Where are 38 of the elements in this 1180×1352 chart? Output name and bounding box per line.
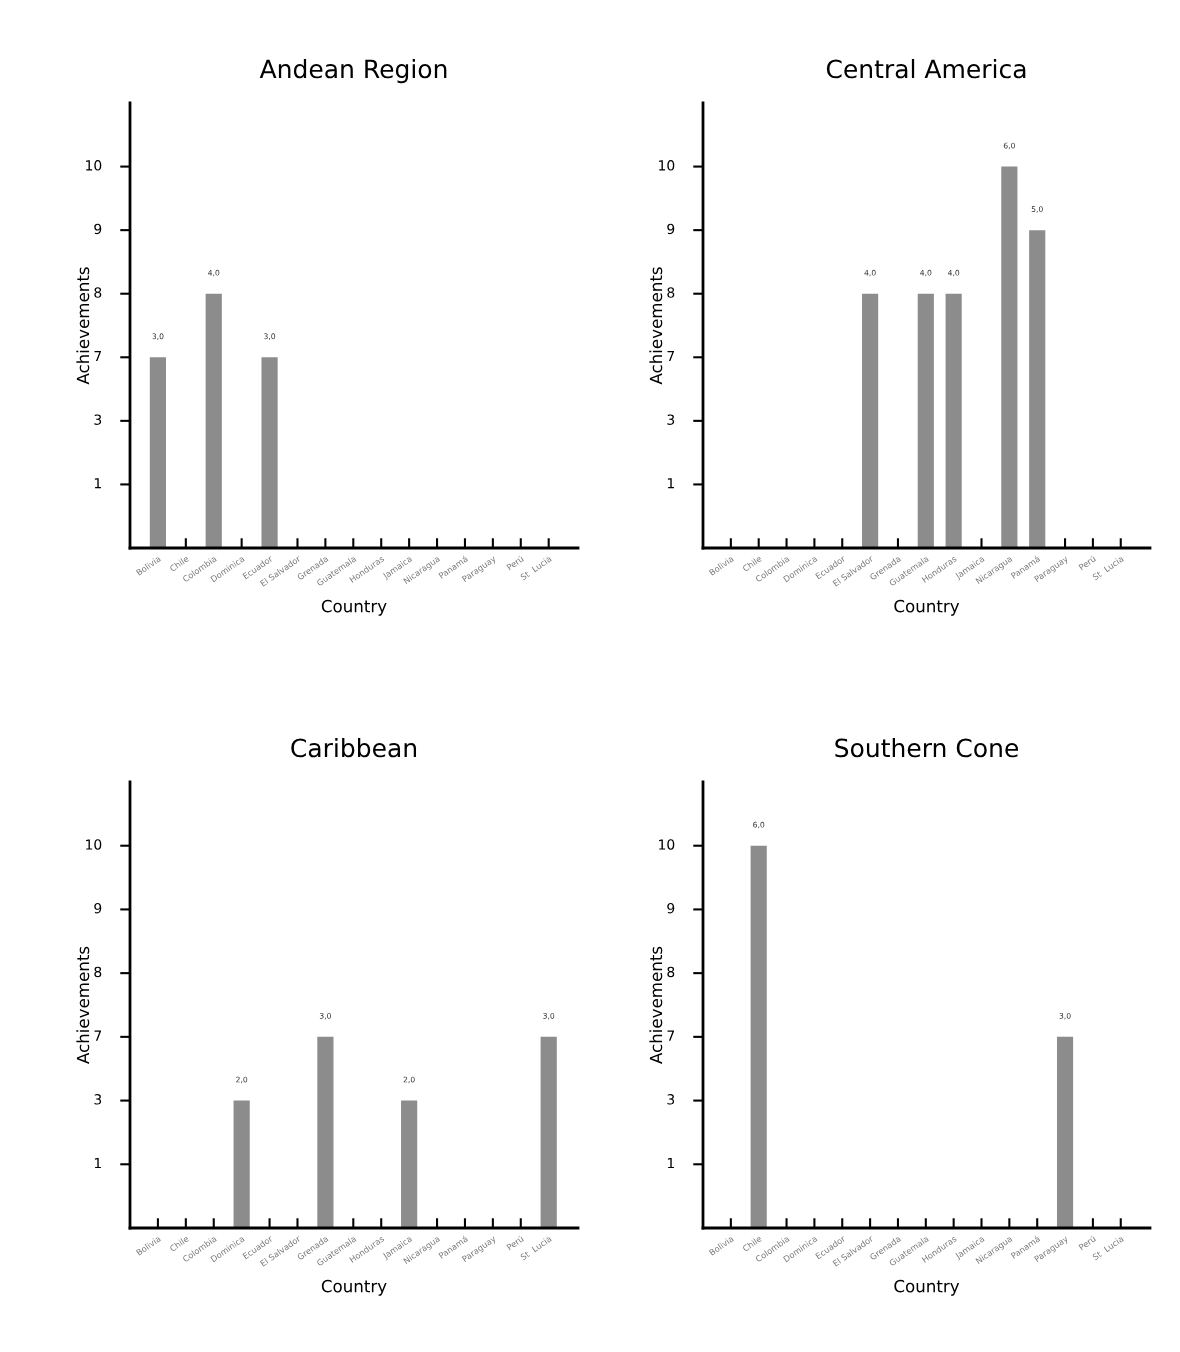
text: 1 [94, 478, 101, 489]
x-tick-label: Perú [506, 1235, 524, 1251]
chart-title: Central America [826, 59, 1026, 79]
text: 1 [667, 478, 674, 489]
text: 9 [94, 902, 102, 914]
x-axis-title: Country [321, 599, 387, 616]
text: 3 [667, 414, 675, 425]
text: 9 [94, 223, 102, 235]
text: 8 [94, 966, 102, 978]
text: 7 [667, 350, 675, 362]
text: 9 [667, 902, 675, 914]
x-tick-label: Perú [506, 555, 524, 571]
text: 10 [86, 160, 102, 171]
text: 7 [94, 350, 102, 362]
text: 8 [667, 966, 675, 978]
text: 1 [94, 1157, 101, 1169]
text: 10 [659, 839, 675, 850]
x-axis-title: Country [321, 1279, 387, 1296]
x-axis-title: Country [894, 1279, 960, 1296]
text: 10 [659, 160, 675, 171]
text: 8 [667, 287, 675, 298]
y-axis-title: Achievements [649, 267, 663, 385]
text: 3 [667, 1094, 675, 1105]
y-axis-title: Achievements [76, 946, 90, 1064]
text: 3 [94, 414, 102, 425]
text: 1 [667, 1157, 674, 1169]
text: 10 [86, 839, 102, 850]
x-axis-title: Country [894, 599, 960, 616]
chart-title: Caribbean [291, 738, 417, 758]
y-axis-title: Achievements [76, 267, 90, 385]
chart-title: Andean Region [259, 59, 447, 84]
text: 9 [667, 223, 675, 235]
text: 8 [94, 287, 102, 298]
y-axis-title: Achievements [649, 946, 663, 1064]
text: 3 [94, 1094, 102, 1105]
text: 7 [94, 1030, 102, 1041]
chart-title: Southern Cone [835, 738, 1018, 758]
text: 7 [667, 1030, 675, 1041]
